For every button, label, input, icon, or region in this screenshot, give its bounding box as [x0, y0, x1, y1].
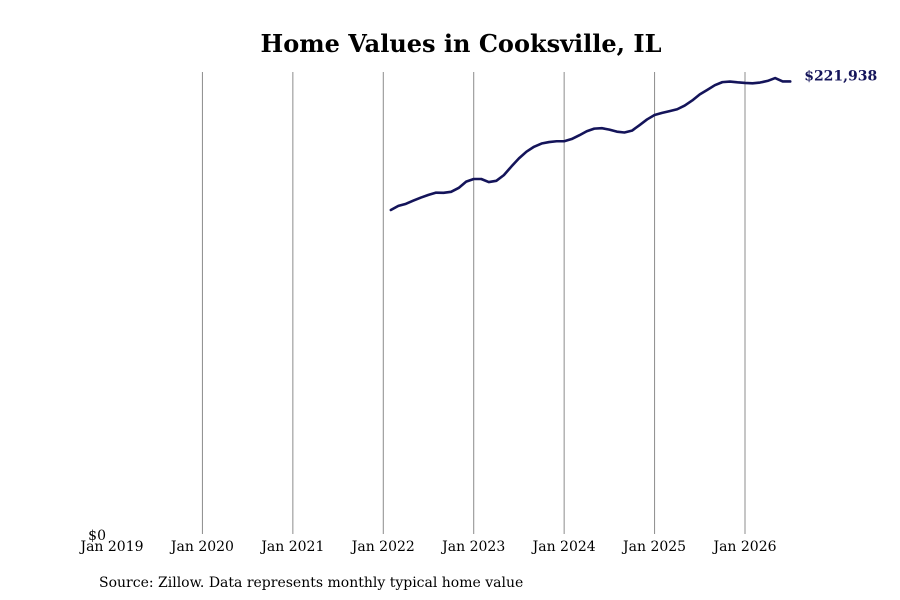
- x-tick-label: Jan 2019: [78, 539, 143, 555]
- y-tick-label: $0: [88, 528, 106, 544]
- home-value-line: [389, 76, 792, 212]
- x-tick-label: Jan 2022: [350, 539, 415, 555]
- x-tick-label: Jan 2021: [259, 539, 324, 555]
- gridlines: [201, 72, 746, 534]
- x-tick-label: Jan 2020: [169, 539, 234, 555]
- x-tick-label: Jan 2024: [531, 539, 596, 555]
- chart-title: Home Values in Cooksville, IL: [261, 29, 662, 58]
- source-note: Source: Zillow. Data represents monthly …: [99, 575, 523, 591]
- x-axis-ticks: Jan 2019 Jan 2020 Jan 2021 Jan 2022 Jan 2023…: [78, 539, 776, 555]
- x-tick-label: Jan 2023: [440, 539, 505, 555]
- end-value-label: $221,938: [804, 68, 877, 84]
- x-tick-label: Jan 2025: [621, 539, 686, 555]
- x-tick-label: Jan 2026: [711, 539, 776, 555]
